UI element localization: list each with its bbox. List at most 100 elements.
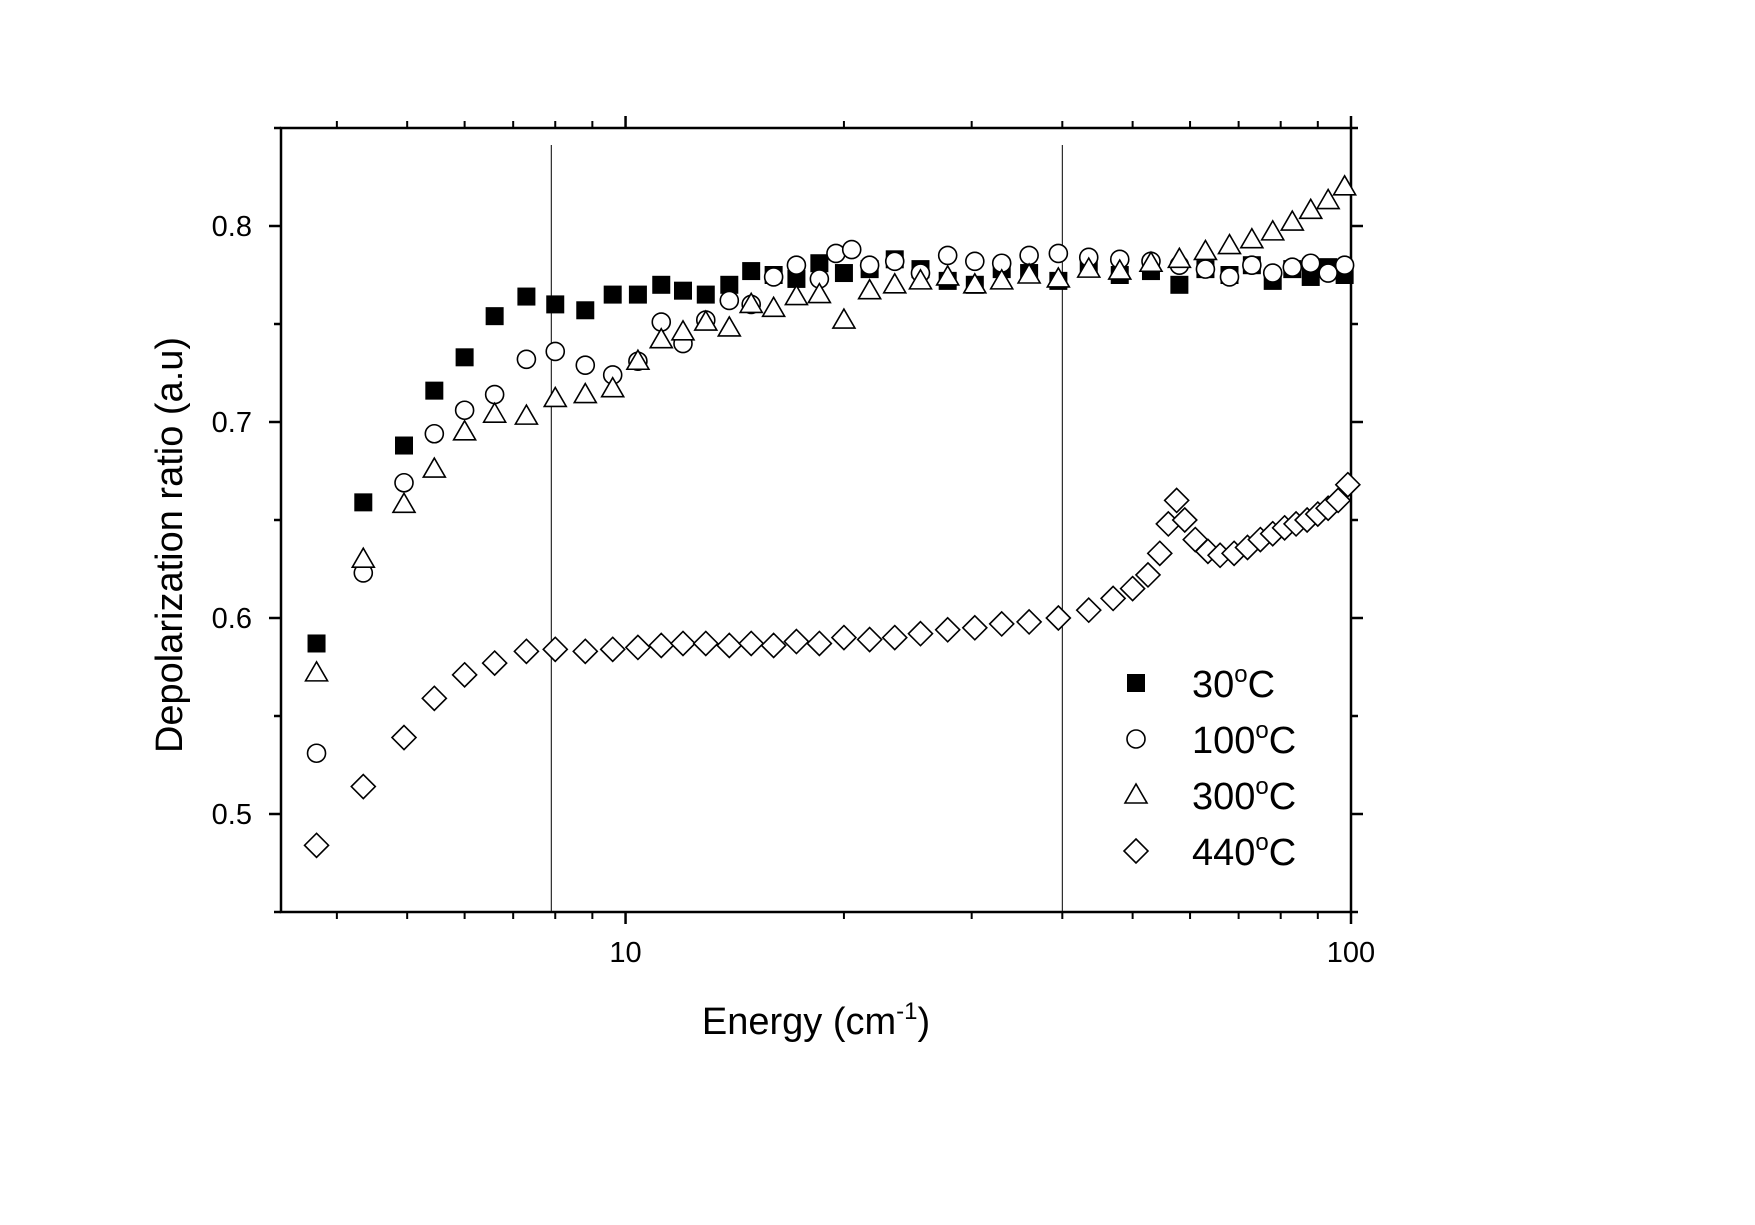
data-point-300C [421, 456, 447, 478]
data-point-440C [1334, 471, 1361, 498]
data-point-440C [1045, 604, 1072, 632]
data-point-300C [482, 401, 508, 423]
data-point-300C [1193, 238, 1218, 261]
data-point-300C [1016, 262, 1042, 284]
data-point-300C [693, 309, 719, 331]
data-point-440C [760, 632, 787, 659]
data-point-440C [572, 638, 599, 665]
data-point-300C [1332, 174, 1358, 196]
y-tick-label: 0.7 [212, 407, 252, 439]
data-point-300C [882, 272, 908, 294]
legend: 30oC 100oC 300oC 440oC [1122, 661, 1296, 874]
data-point-30C [425, 381, 444, 400]
data-point-440C [1325, 487, 1352, 514]
y-tick-label: 0.5 [212, 799, 252, 831]
data-point-440C [1075, 597, 1102, 624]
data-points [303, 174, 1361, 859]
data-point-440C [1146, 540, 1173, 567]
legend-marker-440C [1122, 837, 1150, 865]
data-point-440C [1099, 585, 1127, 612]
data-point-100C [763, 267, 784, 287]
data-point-300C [857, 278, 883, 300]
data-point-100C [965, 251, 985, 272]
data-point-440C [513, 638, 540, 665]
legend-marker-300C [1123, 782, 1149, 804]
data-point-100C [719, 290, 740, 311]
data-point-100C [786, 255, 807, 276]
data-point-440C [716, 632, 743, 659]
data-point-100C [1262, 263, 1283, 283]
data-point-300C [831, 307, 857, 329]
data-point-30C [576, 301, 595, 320]
data-point-440C [830, 624, 858, 651]
data-point-30C [652, 275, 671, 294]
data-point-440C [1163, 487, 1190, 514]
data-point-440C [1119, 575, 1146, 602]
x-tick-label: 100 [1327, 937, 1375, 969]
data-point-30C [628, 285, 647, 304]
data-point-300C [514, 403, 539, 425]
data-point-440C [1134, 561, 1162, 589]
data-point-300C [452, 419, 478, 441]
y-tick-label: 0.6 [212, 603, 252, 635]
legend-marker-30C [1127, 674, 1145, 692]
data-point-300C [1045, 266, 1071, 288]
data-point-300C [1239, 227, 1265, 249]
data-point-440C [806, 630, 833, 657]
data-point-440C [624, 634, 652, 661]
legend-label-300C: 300oC [1192, 773, 1296, 818]
legend-label-30C: 30oC [1192, 661, 1275, 706]
data-point-100C [1282, 257, 1303, 277]
data-point-440C [390, 724, 418, 751]
data-point-100C [1219, 267, 1240, 287]
data-point-30C [742, 262, 761, 281]
data-point-100C [1195, 259, 1216, 279]
data-point-440C [934, 616, 961, 643]
data-point-30C [395, 436, 414, 455]
data-point-300C [1217, 233, 1242, 255]
data-point-300C [1260, 219, 1286, 241]
series-440C [303, 471, 1361, 859]
x-axis-title: Energy (cm-1) [702, 998, 930, 1043]
y-axis-title: Depolarization ratio (a.u) [149, 337, 191, 753]
data-point-440C [738, 630, 765, 657]
data-point-300C [962, 272, 988, 294]
data-point-440C [692, 630, 719, 657]
data-point-30C [603, 285, 622, 304]
data-point-300C [935, 264, 961, 286]
data-point-300C [761, 295, 787, 318]
data-point-440C [648, 632, 675, 659]
series-100C [306, 239, 1355, 764]
data-point-100C [841, 239, 862, 260]
data-point-440C [451, 661, 478, 688]
data-point-100C [1334, 255, 1355, 276]
data-point-30C [485, 307, 504, 326]
data-point-440C [988, 610, 1015, 638]
series-30C [307, 250, 1354, 653]
data-point-30C [546, 295, 565, 314]
data-point-100C [516, 349, 537, 370]
data-point-30C [455, 348, 474, 367]
data-point-100C [306, 743, 327, 764]
data-point-440C [599, 636, 626, 663]
data-point-300C [648, 327, 674, 349]
data-point-100C [1300, 253, 1321, 274]
series-300C [304, 174, 1358, 682]
data-point-30C [696, 285, 715, 304]
data-point-440C [421, 685, 448, 712]
data-point-30C [834, 264, 853, 283]
legend-label-440C: 440oC [1192, 829, 1296, 874]
data-point-300C [738, 291, 764, 314]
data-point-30C [307, 634, 326, 653]
data-point-100C [454, 400, 475, 421]
data-point-440C [1171, 506, 1198, 534]
reference-lines [550, 145, 1063, 912]
data-point-30C [354, 493, 373, 512]
data-point-30C [517, 287, 536, 306]
data-point-300C [784, 283, 809, 306]
data-point-100C [575, 355, 596, 375]
legend-label-100C: 100oC [1192, 717, 1296, 762]
axis-ticks [269, 116, 1363, 924]
data-point-100C [1242, 255, 1262, 276]
